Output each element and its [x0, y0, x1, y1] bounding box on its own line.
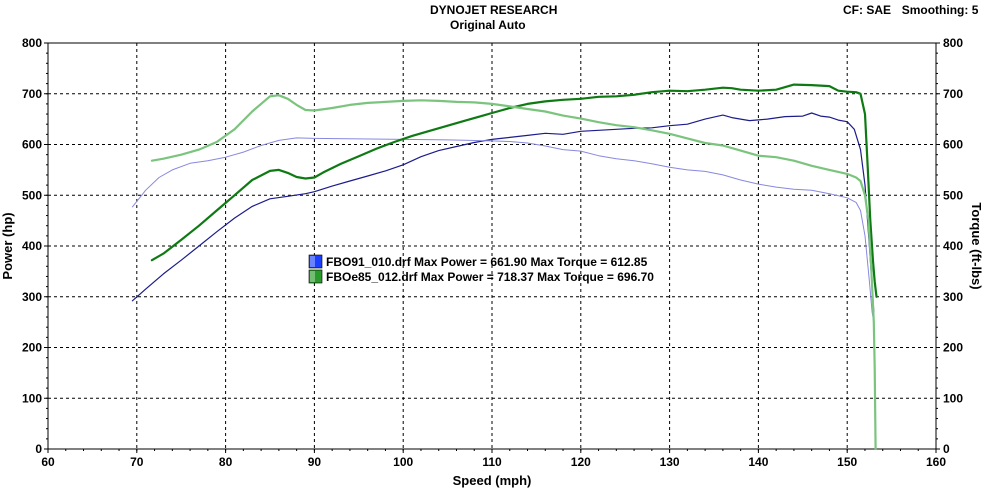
series-line-1 [131, 112, 875, 313]
y-tick-label: 200 [22, 341, 42, 355]
legend: FBO91_010.drf Max Power = 661.90 Max Tor… [308, 254, 654, 284]
legend-swatch-highlight [310, 256, 315, 267]
legend-label: FBOe85_012.drf Max Power = 718.37 Max To… [326, 270, 654, 284]
x-axis-title: Speed (mph) [453, 473, 532, 488]
x-tick-label: 130 [660, 455, 680, 469]
y2-tick-label: 100 [943, 391, 963, 405]
y2-tick-label: 700 [943, 87, 963, 101]
y-tick-label: 0 [35, 442, 42, 456]
x-tick-label: 90 [308, 455, 322, 469]
y2-tick-label: 300 [943, 290, 963, 304]
smoothing-label: Smoothing: [901, 3, 969, 17]
y-tick-label: 300 [22, 290, 42, 304]
y-tick-label: 100 [22, 391, 42, 405]
series-line-3 [150, 83, 878, 298]
x-tick-label: 110 [482, 455, 502, 469]
y-tick-label: 400 [22, 239, 42, 253]
y2-tick-label: 600 [943, 138, 963, 152]
y-tick-label: 600 [22, 138, 42, 152]
x-tick-label: 160 [926, 455, 946, 469]
legend-label: FBO91_010.drf Max Power = 661.90 Max Tor… [326, 255, 648, 269]
y2-tick-label: 500 [943, 188, 963, 202]
y2-tick-label: 400 [943, 239, 963, 253]
legend-swatch [308, 269, 323, 284]
x-tick-label: 140 [748, 455, 768, 469]
y-axis-title: Power (hp) [0, 212, 15, 279]
x-tick-label: 120 [571, 455, 591, 469]
y-tick-label: 800 [22, 36, 42, 50]
correction-factor: CF: SAE Smoothing: 5 [843, 3, 978, 17]
y2-tick-label: 800 [943, 36, 963, 50]
x-tick-label: 150 [837, 455, 857, 469]
x-tick-label: 80 [219, 455, 233, 469]
x-tick-label: 100 [393, 455, 413, 469]
cf-value: SAE [866, 3, 892, 17]
legend-swatch-highlight [310, 271, 315, 282]
y2-tick-label: 200 [943, 341, 963, 355]
series-line-4 [150, 94, 877, 451]
y2-axis-title: Torque (ft-lbs) [969, 202, 984, 289]
y-tick-label: 500 [22, 188, 42, 202]
x-tick-label: 70 [130, 455, 144, 469]
cf-label: CF: [843, 3, 863, 17]
smoothing-value: 5 [971, 3, 979, 17]
legend-swatch [308, 254, 323, 269]
series-layer [131, 83, 878, 451]
chart-title: DYNOJET RESEARCH [430, 3, 558, 17]
x-tick-label: 60 [41, 455, 55, 469]
chart-subtitle: Original Auto [450, 18, 526, 32]
y-tick-label: 700 [22, 87, 42, 101]
y2-tick-label: 0 [943, 442, 950, 456]
series-line-2 [131, 137, 875, 323]
